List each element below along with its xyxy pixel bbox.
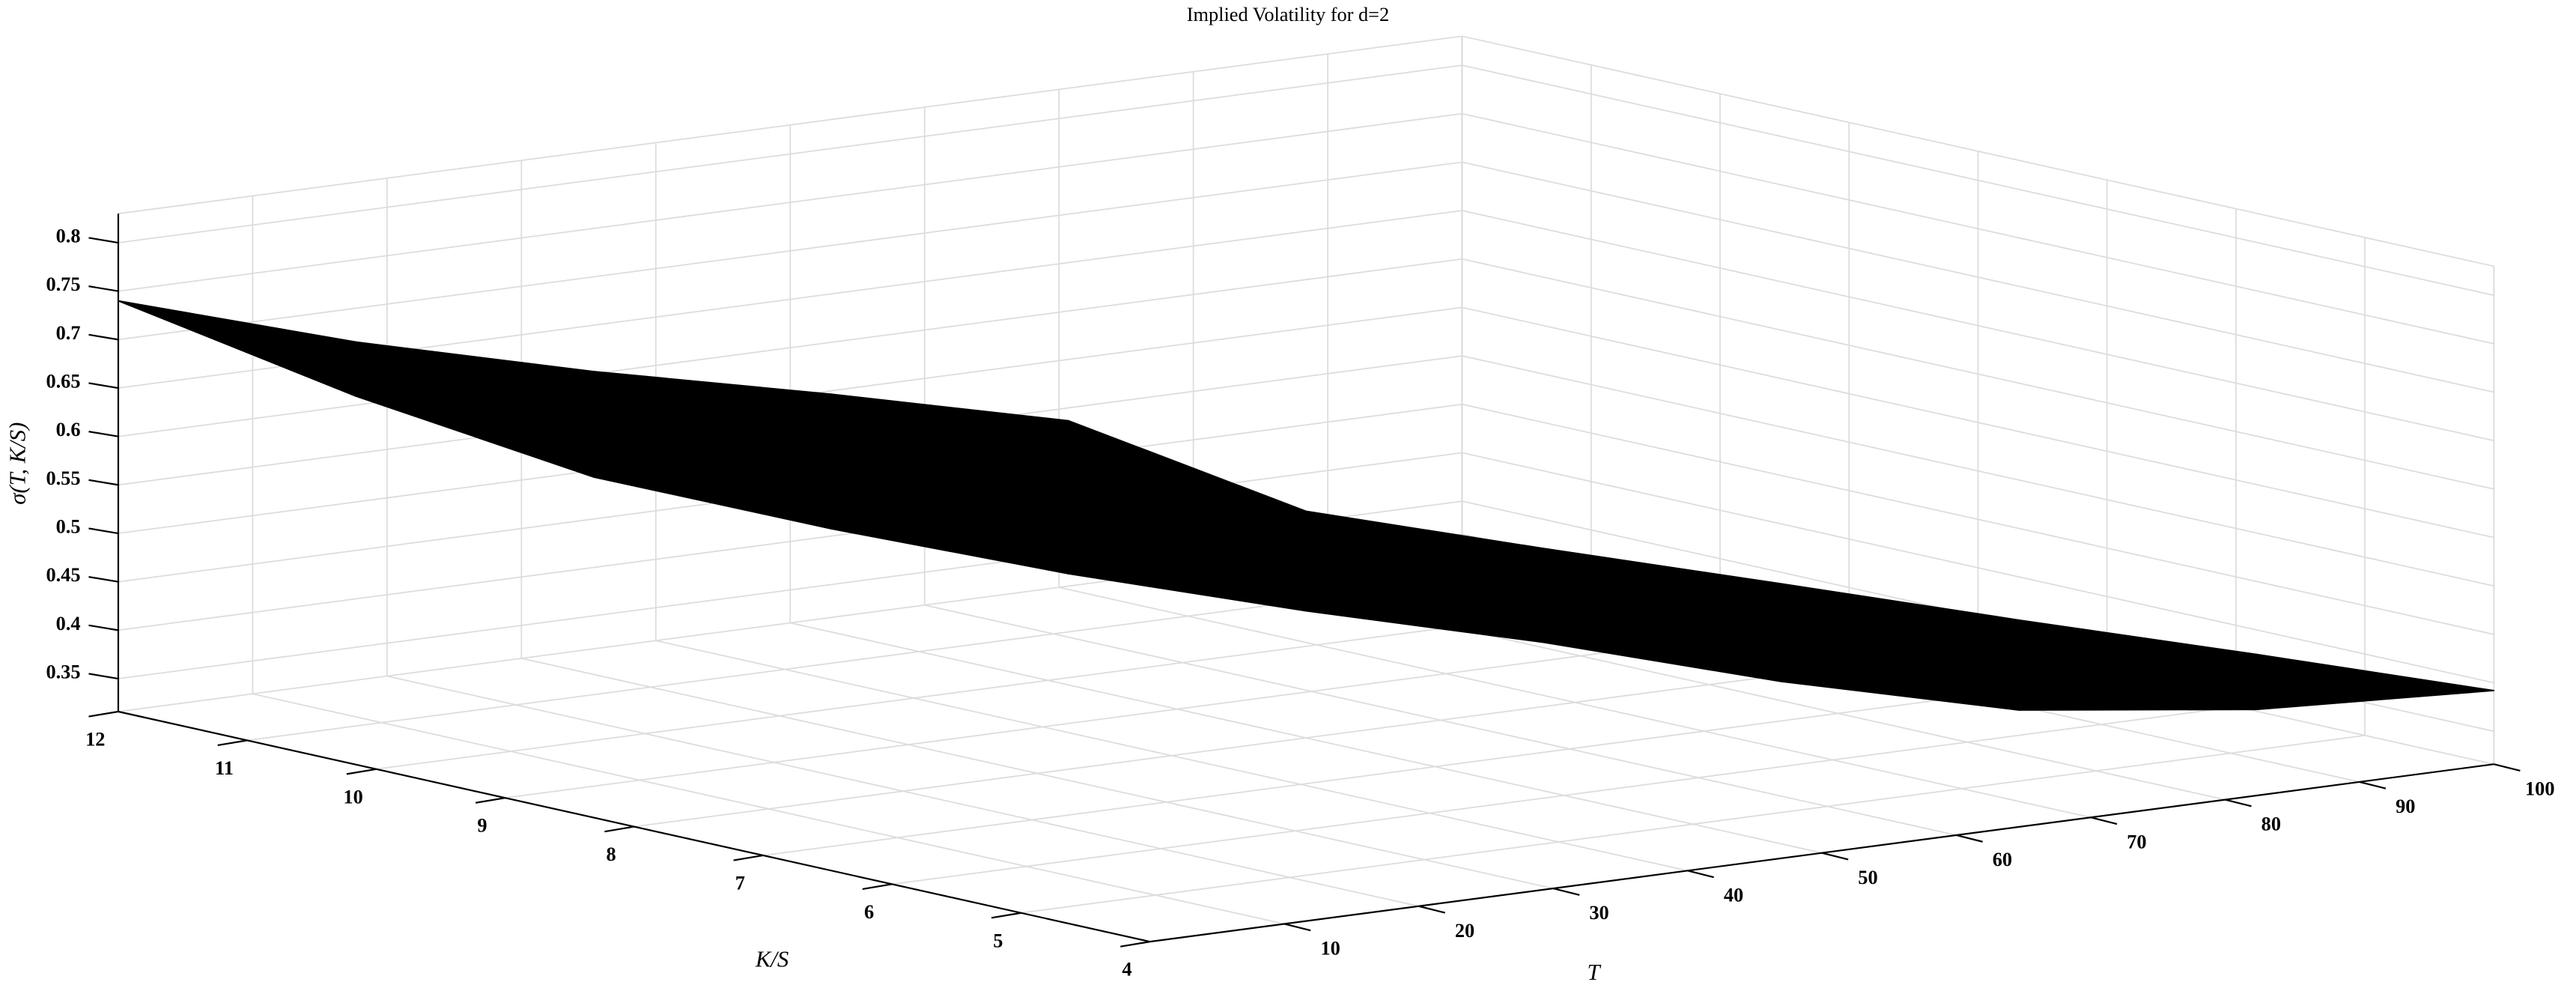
z-tick-label: 0.55 <box>46 467 80 489</box>
y-tick-label: 5 <box>993 930 1003 951</box>
grid-line <box>1462 306 2494 539</box>
x-tick-label: 10 <box>1320 938 1340 960</box>
y-tick <box>475 797 505 804</box>
y-tick <box>88 710 119 718</box>
x-tick-label: 50 <box>1858 867 1877 888</box>
z-tick <box>88 576 119 583</box>
grid-line <box>1462 64 2494 297</box>
x-tick-label: 30 <box>1589 902 1609 924</box>
surface-patch <box>830 393 1069 575</box>
z-axis-label: σ(T, K/S) <box>4 422 30 505</box>
surface-patch <box>2017 619 2257 711</box>
x-tick-label: 60 <box>1993 849 2012 870</box>
grid-line <box>1462 355 2494 587</box>
grid-line <box>1462 161 2494 393</box>
x-tick-label: 100 <box>2525 778 2554 799</box>
x-tick <box>1418 905 1446 914</box>
z-tick <box>88 333 119 341</box>
x-tick <box>1552 887 1580 896</box>
grid-line <box>118 64 1462 243</box>
y-tick-label: 6 <box>864 901 874 923</box>
grid-line <box>118 452 1462 631</box>
y-axis <box>118 710 1150 943</box>
z-tick <box>88 624 119 631</box>
y-tick-label: 7 <box>735 872 745 894</box>
grid-line <box>1462 403 2494 635</box>
x-axis-label: T <box>1588 960 1602 985</box>
y-tick-label: 12 <box>85 729 105 751</box>
grid-line <box>1462 210 2494 442</box>
grid-line <box>1462 112 2494 345</box>
z-tick <box>88 527 119 535</box>
z-tick-label: 0.7 <box>56 322 81 344</box>
x-tick-label: 40 <box>1724 885 1743 906</box>
chart-title: Implied Volatility for d=2 <box>1187 4 1389 25</box>
z-tick <box>88 237 119 244</box>
x-tick <box>2225 798 2252 807</box>
x-tick <box>2090 816 2118 825</box>
z-tick-label: 0.8 <box>56 225 81 247</box>
grid-line <box>118 161 1462 341</box>
x-tick <box>1687 870 1714 879</box>
surface-patch <box>355 341 595 478</box>
z-tick <box>88 285 119 292</box>
grid-line <box>1462 452 2494 684</box>
surface-patch <box>1780 583 2020 711</box>
surface-patch <box>1068 419 1307 612</box>
grid-line <box>118 258 1462 437</box>
y-tick <box>1120 941 1150 948</box>
surface-patch <box>592 370 832 530</box>
grid-line <box>1462 258 2494 490</box>
z-tick-label: 0.75 <box>46 273 80 295</box>
z-tick-label: 0.45 <box>46 564 80 586</box>
y-tick-label: 9 <box>477 815 487 837</box>
x-tick <box>1821 852 1849 861</box>
x-tick <box>1284 923 1311 932</box>
x-tick-label: 90 <box>2396 795 2415 817</box>
y-tick <box>991 912 1021 919</box>
surface-patch <box>2255 653 2495 711</box>
y-tick <box>733 854 764 861</box>
surface-patch <box>118 300 357 397</box>
surface-patch <box>1543 548 1782 682</box>
grid-line <box>892 706 2236 885</box>
z-tick <box>88 431 119 437</box>
grid-line <box>118 112 1462 292</box>
z-tick-label: 0.35 <box>46 661 80 682</box>
x-tick-label: 80 <box>2261 813 2281 835</box>
z-tick <box>88 479 119 486</box>
y-tick-label: 10 <box>344 786 363 807</box>
grid-line <box>634 648 1978 828</box>
surface-patch <box>1305 510 1545 643</box>
y-tick-label: 11 <box>215 757 234 779</box>
x-tick <box>1956 834 1983 843</box>
x-tick <box>2359 781 2387 790</box>
y-axis-label: K/S <box>755 947 789 972</box>
grid-line <box>1021 734 2366 914</box>
x-tick-label: 70 <box>2127 831 2146 852</box>
z-tick <box>88 382 119 390</box>
z-tick-label: 0.5 <box>56 515 81 537</box>
grid-line <box>762 677 2107 856</box>
x-tick <box>2494 763 2521 772</box>
y-tick <box>604 825 635 833</box>
z-tick-label: 0.6 <box>56 419 81 440</box>
y-tick <box>217 739 248 747</box>
x-tick-label: 20 <box>1455 920 1474 942</box>
z-tick-label: 0.4 <box>56 613 81 634</box>
y-tick <box>862 883 893 891</box>
y-tick-label: 8 <box>607 843 616 865</box>
z-tick <box>88 673 119 680</box>
z-tick-label: 0.65 <box>46 371 80 393</box>
y-tick <box>346 768 377 775</box>
y-tick-label: 4 <box>1122 959 1131 981</box>
